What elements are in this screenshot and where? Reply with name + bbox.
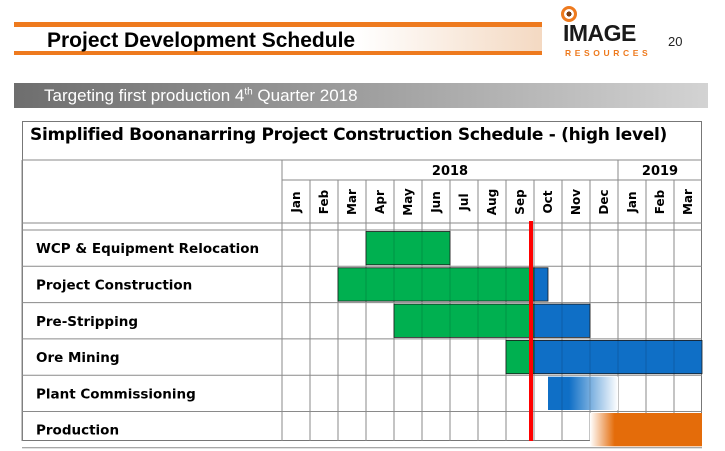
subtitle-main: Targeting first production 4 <box>44 86 245 105</box>
logo-main-text: IMAGE <box>563 20 636 46</box>
month-label: Nov <box>569 189 583 215</box>
month-label: May <box>401 188 415 216</box>
month-label: Jan <box>625 191 639 213</box>
month-label: Mar <box>345 189 359 215</box>
task-label: Project Construction <box>36 277 192 293</box>
task-bar-green <box>365 231 451 266</box>
month-label: Jul <box>457 193 471 211</box>
chart-title: Simplified Boonanarring Project Construc… <box>30 125 667 145</box>
task-bar-green <box>393 303 535 338</box>
month-label: Feb <box>653 189 667 214</box>
month-label: Jan <box>289 191 303 213</box>
task-bar-orange <box>590 413 702 447</box>
task-bar-green <box>337 267 535 302</box>
subtitle-bar: Targeting first production 4th Quarter 2… <box>14 83 708 108</box>
month-label: Apr <box>373 190 387 214</box>
month-label: Feb <box>317 189 331 214</box>
task-label: Plant Commissioning <box>36 386 196 402</box>
task-label: WCP & Equipment Relocation <box>36 241 259 257</box>
task-bar-blue <box>533 267 549 302</box>
subtitle-sup: th <box>244 86 253 98</box>
task-bar-blue <box>548 376 618 410</box>
task-label: Production <box>36 423 119 439</box>
subtitle-text: Targeting first production 4th Quarter 2… <box>44 86 358 106</box>
month-label: Oct <box>541 190 555 213</box>
subtitle-suffix: Quarter 2018 <box>252 86 358 105</box>
task-label: Pre-Stripping <box>36 314 138 330</box>
logo-ring-icon <box>561 6 577 22</box>
year-label-2019: 2019 <box>642 164 678 179</box>
year-label-2018: 2018 <box>432 164 468 179</box>
month-label: Dec <box>597 189 611 214</box>
company-logo: IMAGE RESOURCES <box>553 4 648 62</box>
task-bar-blue <box>533 339 703 375</box>
month-label: Aug <box>485 189 499 215</box>
logo-sub-text: RESOURCES <box>565 48 652 58</box>
task-label: Ore Mining <box>36 350 120 366</box>
month-label: Jun <box>429 191 443 214</box>
task-bar-blue <box>533 303 591 338</box>
page-title: Project Development Schedule <box>47 29 356 52</box>
title-bar: Project Development Schedule <box>14 22 542 55</box>
month-label: Mar <box>681 189 695 215</box>
page-number: 20 <box>668 34 683 49</box>
month-label: Sep <box>513 189 527 215</box>
